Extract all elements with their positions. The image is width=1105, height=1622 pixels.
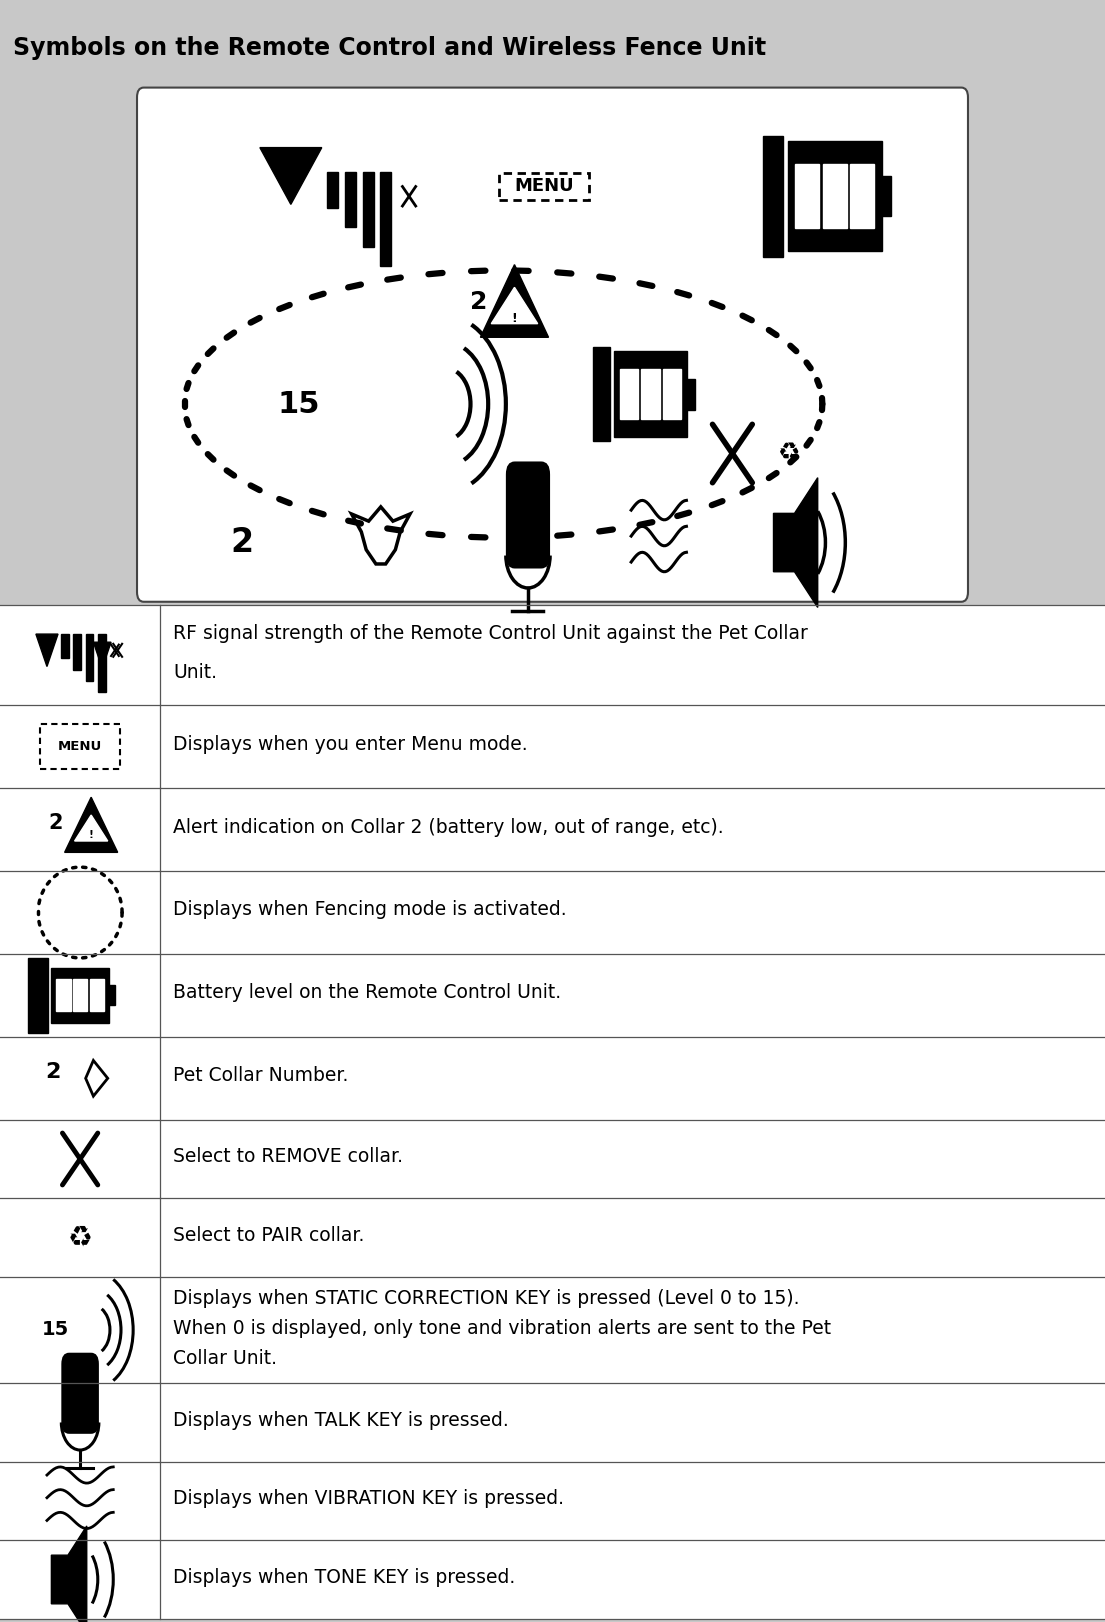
Bar (0, 871, 1105, 954)
Text: Select to REMOVE collar.: Select to REMOVE collar. (173, 1147, 403, 1166)
Bar (29, 959, 49, 1033)
Text: Displays when TONE KEY is pressed.: Displays when TONE KEY is pressed. (173, 1567, 516, 1586)
Bar (687, 378, 695, 410)
Text: 2: 2 (45, 1062, 60, 1082)
Polygon shape (64, 798, 117, 853)
Polygon shape (260, 148, 322, 204)
Text: Pet Collar Number.: Pet Collar Number. (173, 1066, 349, 1085)
Polygon shape (51, 1526, 87, 1622)
Text: !: ! (88, 829, 94, 840)
Bar (850, 164, 874, 229)
Bar (0, 1461, 1105, 1541)
Bar (97, 634, 106, 693)
Bar (62, 634, 69, 659)
Text: 15: 15 (42, 1320, 70, 1340)
Text: Unit.: Unit. (173, 663, 218, 681)
Text: Displays when VIBRATION KEY is pressed.: Displays when VIBRATION KEY is pressed. (173, 1489, 565, 1508)
Bar (499, 174, 589, 200)
Polygon shape (481, 264, 548, 337)
Bar (0, 1119, 1105, 1199)
Text: MENU: MENU (57, 740, 103, 753)
Text: !: ! (512, 311, 517, 324)
Text: 15: 15 (277, 389, 320, 418)
Bar (51, 968, 108, 1023)
Text: MENU: MENU (515, 177, 575, 195)
Text: 2: 2 (49, 813, 63, 834)
Text: 2: 2 (230, 526, 253, 560)
Bar (362, 172, 373, 247)
Bar (614, 350, 687, 438)
FancyBboxPatch shape (61, 1353, 99, 1434)
Polygon shape (35, 634, 57, 667)
Bar (0, 605, 1105, 1619)
Bar (641, 370, 660, 418)
Polygon shape (74, 816, 107, 842)
Bar (663, 370, 682, 418)
Bar (882, 177, 891, 216)
Polygon shape (492, 287, 538, 324)
Polygon shape (774, 478, 818, 608)
Bar (380, 172, 391, 266)
Bar (86, 634, 93, 681)
Bar (73, 634, 82, 670)
Bar (593, 347, 610, 441)
Bar (327, 172, 338, 208)
Text: Displays when STATIC CORRECTION KEY is pressed (Level 0 to 15).: Displays when STATIC CORRECTION KEY is p… (173, 1289, 800, 1309)
Text: Displays when you enter Menu mode.: Displays when you enter Menu mode. (173, 735, 528, 754)
Bar (0, 1384, 1105, 1461)
FancyBboxPatch shape (137, 88, 968, 602)
Bar (0, 706, 1105, 788)
Bar (56, 980, 71, 1012)
Bar (620, 370, 639, 418)
Text: ♻: ♻ (67, 1223, 93, 1252)
Bar (40, 723, 119, 769)
Bar (0, 954, 1105, 1036)
Text: Alert indication on Collar 2 (battery low, out of range, etc).: Alert indication on Collar 2 (battery lo… (173, 817, 724, 837)
Bar (0, 788, 1105, 871)
Bar (0, 605, 1105, 706)
Bar (0, 1541, 1105, 1619)
Text: Collar Unit.: Collar Unit. (173, 1348, 277, 1367)
Bar (788, 141, 882, 251)
Bar (0, 1277, 1105, 1384)
Bar (73, 980, 87, 1012)
Text: Symbols on the Remote Control and Wireless Fence Unit: Symbols on the Remote Control and Wirele… (13, 36, 767, 60)
Text: Battery level on the Remote Control Unit.: Battery level on the Remote Control Unit… (173, 983, 561, 1002)
Bar (823, 164, 846, 229)
Bar (345, 172, 356, 227)
Bar (108, 986, 115, 1006)
Bar (90, 980, 104, 1012)
Bar (0, 1199, 1105, 1277)
Bar (0, 1036, 1105, 1119)
Bar (762, 136, 783, 256)
Text: Select to PAIR collar.: Select to PAIR collar. (173, 1226, 365, 1244)
Text: When 0 is displayed, only tone and vibration alerts are sent to the Pet: When 0 is displayed, only tone and vibra… (173, 1319, 832, 1338)
Text: Displays when TALK KEY is pressed.: Displays when TALK KEY is pressed. (173, 1411, 509, 1429)
Text: Displays when Fencing mode is activated.: Displays when Fencing mode is activated. (173, 900, 567, 920)
Polygon shape (93, 642, 110, 668)
Text: RF signal strength of the Remote Control Unit against the Pet Collar: RF signal strength of the Remote Control… (173, 624, 809, 644)
FancyBboxPatch shape (506, 461, 550, 568)
Text: ♻: ♻ (778, 441, 801, 466)
Text: 2: 2 (471, 290, 487, 315)
Bar (796, 164, 819, 229)
